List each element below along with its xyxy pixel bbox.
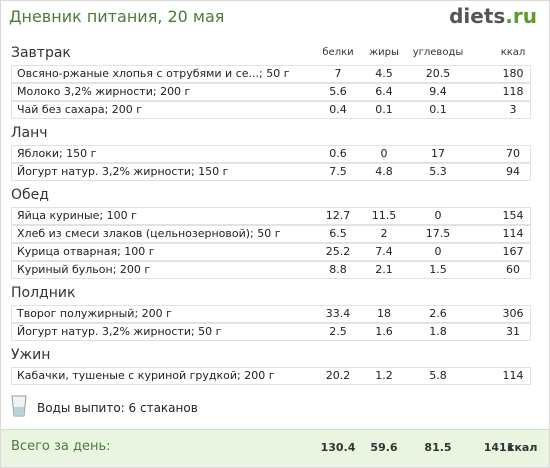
meal-name: Ужин <box>11 347 51 363</box>
item-protein: 5.6 <box>329 85 347 98</box>
item-name: Творог полужирный; 200 г <box>17 307 172 320</box>
item-protein: 25.2 <box>325 245 351 258</box>
total-kcal-unit: ккал <box>507 441 538 454</box>
meal-name: Полдник <box>11 285 76 301</box>
item-carbs: 1.8 <box>429 325 447 338</box>
item-name: Хлеб из смеси злаков (цельнозерновой); 5… <box>17 227 281 240</box>
item-row <box>11 323 531 341</box>
item-fat: 18 <box>377 307 391 320</box>
meal-name: Обед <box>11 187 49 203</box>
item-kcal: 118 <box>502 85 524 98</box>
column-header: жиры <box>369 47 399 58</box>
item-carbs: 1.5 <box>429 263 447 276</box>
logo-main: diets <box>449 4 506 28</box>
item-name: Курица отварная; 100 г <box>17 245 155 258</box>
item-row <box>11 145 531 163</box>
item-name: Молоко 3,2% жирности; 200 г <box>17 85 191 98</box>
item-row <box>11 243 531 261</box>
item-protein: 6.5 <box>329 227 347 240</box>
item-row <box>11 305 531 323</box>
item-name: Яйца куриные; 100 г <box>17 209 137 222</box>
item-kcal: 94 <box>506 165 520 178</box>
item-protein: 2.5 <box>329 325 347 338</box>
item-name: Кабачки, тушеные с куриной грудкой; 200 … <box>17 369 275 382</box>
item-protein: 8.8 <box>329 263 347 276</box>
total-band <box>1 429 549 467</box>
item-carbs: 5.8 <box>429 369 447 382</box>
item-kcal: 3 <box>509 103 517 116</box>
item-name: Овсяно-ржаные хлопья с отрубями и се...;… <box>17 67 290 80</box>
item-fat: 0 <box>380 147 388 160</box>
item-row <box>11 261 531 279</box>
item-name: Яблоки; 150 г <box>17 147 97 160</box>
column-header: углеводы <box>412 47 464 58</box>
item-name: Йогурт натур. 3,2% жирности; 150 г <box>17 165 229 178</box>
logo[interactable]: diets.ru <box>449 4 537 28</box>
item-kcal: 167 <box>502 245 524 258</box>
item-row <box>11 65 531 83</box>
item-fat: 11.5 <box>371 209 397 222</box>
item-protein: 20.2 <box>325 369 351 382</box>
item-fat: 2 <box>380 227 388 240</box>
item-carbs: 5.3 <box>429 165 447 178</box>
water-text: Воды выпито: 6 стаканов <box>37 401 198 415</box>
item-carbs: 20.5 <box>425 67 451 80</box>
item-row <box>11 225 531 243</box>
item-kcal: 180 <box>502 67 524 80</box>
item-protein: 7.5 <box>329 165 347 178</box>
item-fat: 1.6 <box>375 325 393 338</box>
item-kcal: 154 <box>502 209 524 222</box>
item-fat: 4.8 <box>375 165 393 178</box>
meal-name: Завтрак <box>11 45 71 61</box>
item-carbs: 17 <box>431 147 445 160</box>
item-kcal: 306 <box>502 307 524 320</box>
title: Дневник питания, 20 мая <box>9 7 225 26</box>
item-row <box>11 163 531 181</box>
item-row <box>11 101 531 119</box>
item-fat: 1.2 <box>375 369 393 382</box>
total-label: Всего за день: <box>11 439 111 454</box>
item-fat: 7.4 <box>375 245 393 258</box>
item-protein: 33.4 <box>325 307 351 320</box>
item-carbs: 0 <box>434 209 442 222</box>
item-row <box>11 367 531 385</box>
item-name: Чай без сахара; 200 г <box>17 103 143 116</box>
item-kcal: 114 <box>502 369 524 382</box>
item-kcal: 60 <box>506 263 520 276</box>
item-kcal: 31 <box>506 325 520 338</box>
item-fat: 6.4 <box>375 85 393 98</box>
total-kcal: 1411 <box>483 441 515 454</box>
item-carbs: 0.1 <box>429 103 447 116</box>
column-header: ккал <box>500 47 526 58</box>
total-carbs: 81.5 <box>424 441 452 454</box>
item-kcal: 70 <box>506 147 520 160</box>
logo-suffix: .ru <box>505 4 537 28</box>
column-header: белки <box>322 47 354 58</box>
item-carbs: 9.4 <box>429 85 447 98</box>
item-fat: 2.1 <box>375 263 393 276</box>
item-carbs: 2.6 <box>429 307 447 320</box>
item-name: Куриный бульон; 200 г <box>17 263 151 276</box>
item-carbs: 0 <box>434 245 442 258</box>
item-kcal: 114 <box>502 227 524 240</box>
total-fat: 59.6 <box>370 441 398 454</box>
total-protein: 130.4 <box>320 441 356 454</box>
item-protein: 0.6 <box>329 147 347 160</box>
item-protein: 7 <box>334 67 342 80</box>
item-row <box>11 83 531 101</box>
item-carbs: 17.5 <box>425 227 451 240</box>
meal-name: Ланч <box>11 125 48 141</box>
item-name: Йогурт натур. 3,2% жирности; 50 г <box>17 325 222 338</box>
item-fat: 0.1 <box>375 103 393 116</box>
glass-icon <box>11 395 27 417</box>
item-fat: 4.5 <box>375 67 393 80</box>
item-protein: 0.4 <box>329 103 347 116</box>
item-protein: 12.7 <box>325 209 351 222</box>
item-row <box>11 207 531 225</box>
